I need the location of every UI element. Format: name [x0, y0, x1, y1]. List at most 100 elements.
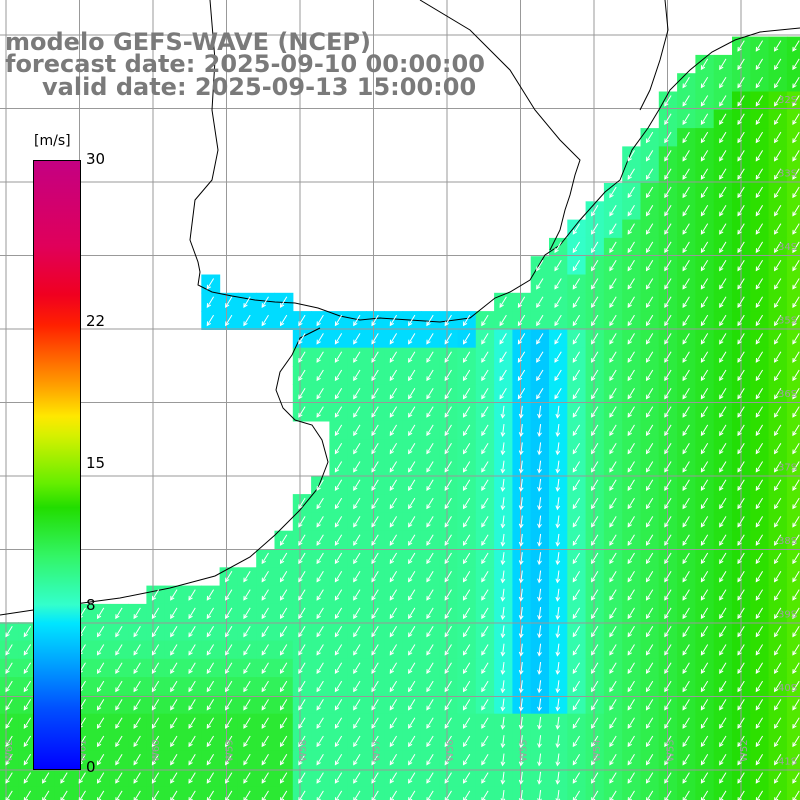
wind-speed-cell	[109, 786, 129, 800]
wind-arrow	[500, 588, 506, 602]
wind-speed-cell	[786, 36, 800, 56]
wind-arrow	[719, 699, 727, 711]
wind-arrow	[334, 552, 343, 565]
wind-arrow	[700, 241, 709, 254]
wind-arrow	[188, 644, 196, 656]
wind-arrow	[298, 717, 306, 729]
wind-arrow	[591, 241, 599, 254]
wind-arrow	[591, 754, 599, 766]
wind-arrow	[755, 296, 764, 308]
wind-arrow	[408, 461, 416, 473]
wind-arrow	[243, 754, 251, 766]
wind-arrow	[555, 442, 561, 456]
wind-arrow	[555, 405, 561, 419]
wind-arrow	[353, 644, 361, 656]
wind-arrow	[792, 571, 800, 583]
wind-arrow	[755, 95, 764, 107]
wind-arrow	[334, 534, 343, 546]
wind-arrow	[719, 351, 727, 363]
wind-arrow	[426, 369, 434, 382]
wind-arrow	[96, 772, 105, 784]
wind-arrow	[225, 314, 233, 327]
wind-arrow	[298, 406, 306, 418]
coastline	[0, 0, 800, 616]
wind-arrow	[206, 735, 215, 748]
wind-arrow	[334, 589, 343, 601]
wind-arrow	[518, 460, 524, 474]
wind-arrow	[279, 680, 288, 693]
wind-arrow	[609, 625, 617, 638]
wind-arrow	[591, 680, 599, 693]
wind-arrow	[444, 680, 452, 693]
wind-arrow	[444, 516, 452, 528]
wind-arrow	[792, 424, 800, 437]
wind-arrow	[206, 314, 215, 327]
wind-arrow	[755, 442, 764, 455]
wind-arrow	[627, 552, 635, 565]
wind-speed-cell	[329, 786, 349, 800]
wind-arrow	[537, 405, 542, 419]
wind-arrow	[572, 314, 581, 327]
wind-arrow	[261, 699, 269, 711]
wind-arrow	[609, 644, 617, 656]
wind-arrow	[609, 571, 617, 583]
wind-arrow	[664, 113, 672, 125]
wind-arrow	[334, 625, 343, 638]
wind-arrow	[279, 571, 288, 583]
wind-speed-cell	[256, 786, 276, 800]
wind-arrow	[389, 662, 398, 674]
wind-speed-cell	[311, 786, 330, 800]
wind-arrow	[682, 552, 690, 565]
wind-arrow	[737, 442, 745, 455]
colorbar-tick-label: 15	[86, 454, 106, 472]
wind-arrow	[737, 644, 745, 656]
wind-arrow	[444, 625, 452, 638]
wind-arrow	[700, 772, 709, 784]
wind-arrow	[389, 644, 398, 656]
wind-arrow	[719, 205, 727, 217]
wind-arrow	[591, 644, 599, 656]
wind-arrow	[682, 662, 690, 674]
wind-arrow	[462, 717, 471, 729]
wind-arrow	[554, 388, 562, 400]
wind-arrow	[537, 607, 542, 621]
wind-arrow	[517, 296, 526, 308]
wind-arrow	[572, 589, 581, 601]
wind-arrow	[206, 699, 215, 711]
wind-arrow	[792, 369, 800, 382]
wind-arrow	[170, 589, 178, 601]
wind-arrow	[737, 131, 745, 144]
latitude-label: 37S	[778, 463, 797, 474]
wind-arrow	[774, 662, 782, 674]
wind-arrow	[462, 644, 471, 656]
wind-arrow	[115, 717, 123, 729]
wind-arrow	[298, 351, 306, 363]
latitude-label: 34S	[778, 242, 797, 253]
wind-speed-cell	[786, 494, 800, 513]
wind-arrow	[591, 735, 599, 748]
wind-arrow	[555, 588, 561, 602]
wind-arrow	[774, 607, 782, 620]
wind-arrow	[426, 497, 434, 510]
wind-speed-cell	[420, 786, 440, 800]
wind-arrow	[737, 424, 745, 437]
latitude-label: 41S	[778, 757, 797, 768]
wind-arrow	[316, 754, 324, 766]
wind-speed-cell	[786, 530, 800, 550]
wind-arrow	[23, 717, 32, 729]
wind-arrow	[334, 662, 343, 674]
wind-arrow	[664, 259, 672, 272]
wind-arrow	[609, 497, 617, 510]
wind-arrow	[554, 333, 562, 345]
wind-arrow	[389, 607, 398, 620]
wind-arrow	[243, 644, 251, 656]
wind-arrow	[700, 113, 709, 125]
wind-arrow	[737, 497, 745, 510]
wind-arrow	[609, 461, 617, 473]
wind-arrow	[389, 442, 398, 455]
wind-arrow	[444, 735, 452, 748]
wind-arrow	[389, 552, 398, 565]
wind-arrow	[554, 241, 562, 254]
wind-arrow	[555, 497, 561, 511]
wind-speed-cell	[786, 439, 800, 459]
